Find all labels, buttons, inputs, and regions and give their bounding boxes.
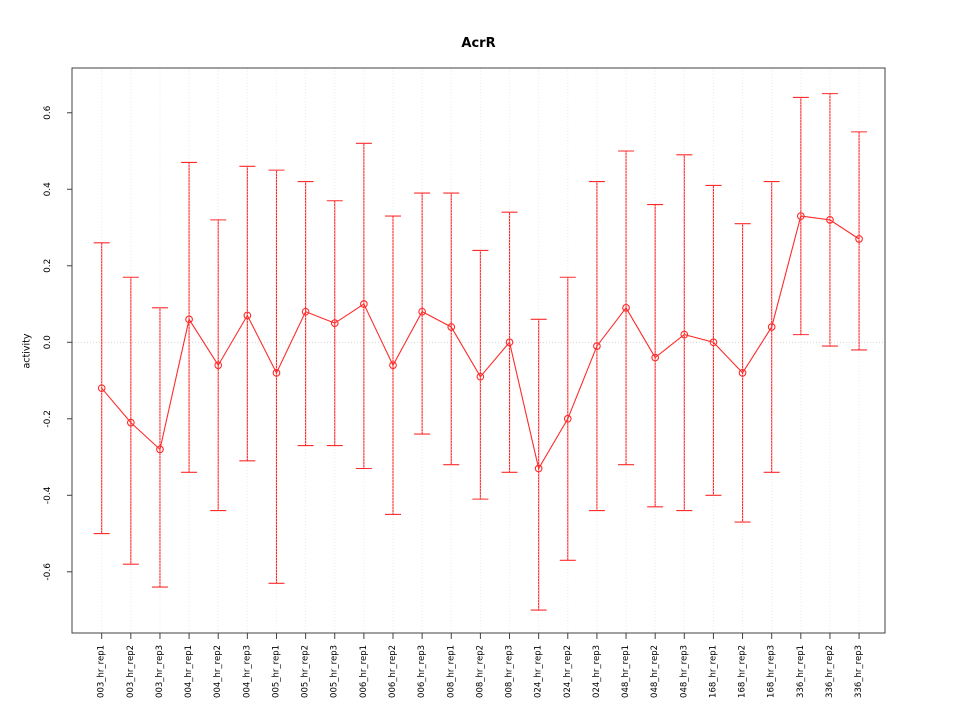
x-tick-label: 004_hr_rep1 bbox=[184, 645, 194, 698]
x-tick-label: 048_hr_rep3 bbox=[679, 645, 689, 698]
x-tick-label: 168_hr_rep3 bbox=[767, 645, 777, 698]
data-point bbox=[126, 418, 135, 427]
data-point bbox=[855, 235, 863, 243]
x-tick-label: 168_hr_rep1 bbox=[708, 645, 718, 698]
x-tick-label: 336_hr_rep1 bbox=[796, 645, 806, 698]
data-point bbox=[534, 464, 543, 473]
y-tick-label: -0.6 bbox=[43, 563, 53, 581]
x-tick-label: 005_hr_rep3 bbox=[330, 645, 340, 698]
data-series bbox=[93, 93, 868, 611]
data-point bbox=[418, 307, 426, 316]
x-tick-label: 024_hr_rep2 bbox=[563, 645, 573, 698]
x-tick-label: 006_hr_rep3 bbox=[417, 645, 427, 698]
data-point bbox=[767, 323, 776, 331]
x-tick-label: 004_hr_rep3 bbox=[242, 645, 252, 698]
data-point bbox=[301, 307, 310, 316]
data-point bbox=[505, 338, 514, 347]
x-tick-label: 024_hr_rep1 bbox=[534, 645, 544, 698]
gridlines bbox=[72, 68, 885, 633]
y-tick-label: -0.4 bbox=[43, 486, 53, 504]
x-tick-label: 003_hr_rep2 bbox=[126, 645, 136, 698]
grid-texture-overlay bbox=[101, 68, 860, 633]
x-tick-label: 006_hr_rep1 bbox=[359, 645, 369, 698]
y-axis-title: activity bbox=[21, 333, 33, 369]
data-point bbox=[796, 212, 805, 220]
data-point bbox=[330, 319, 339, 327]
y-tick-label: 0.0 bbox=[43, 335, 53, 350]
y-tick-label: -0.2 bbox=[43, 410, 53, 428]
data-point bbox=[447, 323, 456, 331]
y-tick-label: 0.6 bbox=[43, 105, 53, 120]
data-point bbox=[651, 353, 660, 362]
y-axis: -0.6 -0.4 -0.2 0.0 0.2 0.4 0.6 bbox=[43, 105, 72, 581]
data-point bbox=[185, 315, 193, 324]
data-point bbox=[680, 330, 689, 339]
x-tick-label: 048_hr_rep1 bbox=[621, 645, 631, 698]
x-tick-label: 003_hr_rep1 bbox=[97, 645, 107, 698]
data-point bbox=[826, 216, 834, 224]
data-point bbox=[97, 384, 106, 393]
data-point bbox=[389, 361, 397, 370]
data-point bbox=[738, 369, 747, 377]
data-point bbox=[563, 414, 572, 423]
y-tick-label: 0.4 bbox=[43, 182, 53, 197]
y-tick-label: 0.2 bbox=[43, 259, 53, 273]
x-tick-label: 168_hr_rep2 bbox=[738, 645, 748, 698]
data-point bbox=[272, 369, 281, 377]
x-tick-label: 336_hr_rep2 bbox=[825, 645, 835, 698]
data-point bbox=[360, 300, 368, 308]
x-tick-label: 336_hr_rep3 bbox=[854, 645, 864, 698]
x-tick-label: 005_hr_rep2 bbox=[301, 645, 311, 698]
data-point bbox=[709, 338, 718, 347]
x-tick-label: 008_hr_rep2 bbox=[475, 645, 485, 698]
x-tick-label: 004_hr_rep2 bbox=[213, 645, 223, 698]
chart-title: AcrR bbox=[461, 36, 496, 51]
x-tick-label: 008_hr_rep1 bbox=[446, 645, 456, 698]
x-axis: 003_hr_rep1 003_hr_rep2 003_hr_rep3 004_hr_… bbox=[97, 633, 864, 698]
error-bars bbox=[101, 93, 860, 611]
data-point bbox=[622, 303, 630, 312]
x-tick-label: 024_hr_rep3 bbox=[592, 645, 602, 698]
x-tick-label: 048_hr_rep2 bbox=[650, 645, 660, 698]
x-tick-label: 008_hr_rep3 bbox=[505, 645, 515, 698]
x-tick-label: 003_hr_rep3 bbox=[155, 645, 165, 698]
data-point bbox=[214, 361, 223, 370]
x-tick-label: 006_hr_rep2 bbox=[388, 645, 398, 698]
data-point bbox=[156, 445, 164, 454]
data-point bbox=[593, 342, 601, 350]
plot-border bbox=[71, 67, 886, 634]
data-point bbox=[243, 311, 252, 320]
data-point bbox=[476, 372, 485, 381]
series-line bbox=[101, 215, 860, 470]
x-tick-label: 005_hr_rep1 bbox=[271, 645, 281, 698]
